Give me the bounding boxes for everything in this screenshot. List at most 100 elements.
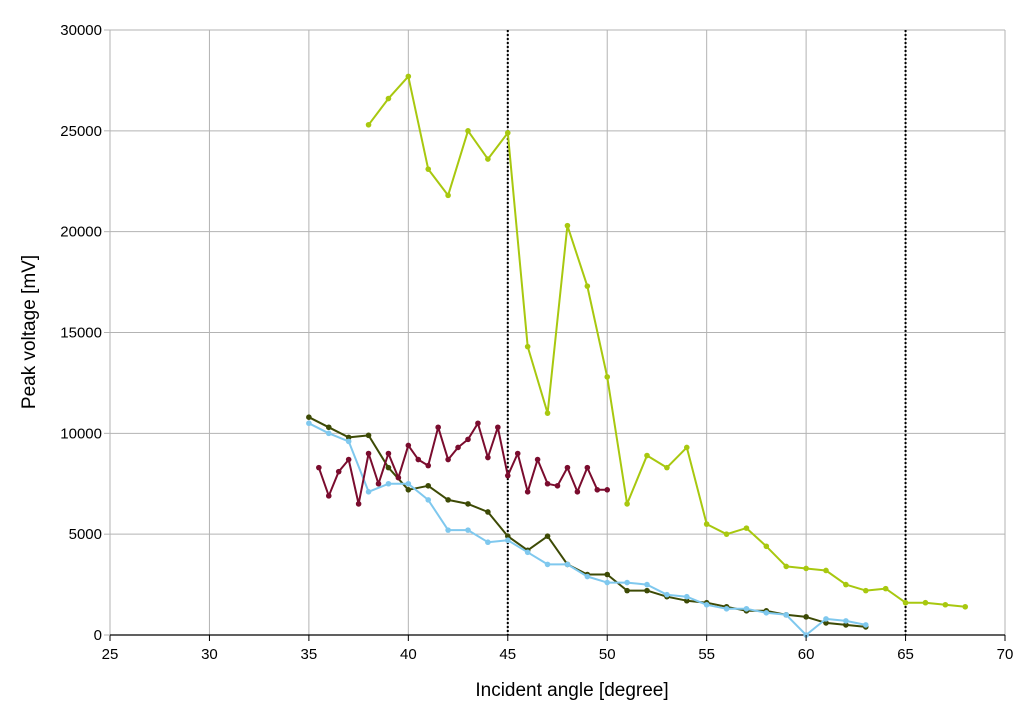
y-axis-ticks: 0 5000 10000 15000 20000 25000 30000 (60, 22, 110, 644)
data-point (405, 442, 412, 449)
data-point (485, 509, 491, 515)
y-axis-title: Peak voltage [mV] (19, 255, 40, 409)
x-axis-title: Incident angle [degree] (475, 680, 668, 701)
y-tick-label: 30000 (60, 22, 102, 39)
data-point (564, 561, 571, 568)
data-point (664, 464, 670, 471)
data-point (435, 424, 441, 431)
data-point (455, 444, 461, 451)
data-point (415, 456, 422, 463)
data-point (405, 480, 412, 487)
x-tick-label: 65 (897, 646, 914, 663)
x-tick-label: 50 (599, 646, 616, 663)
data-point (405, 73, 412, 80)
data-point (495, 424, 501, 431)
x-tick-label: 35 (301, 646, 318, 663)
data-point (306, 414, 312, 421)
data-point (664, 591, 670, 598)
data-point (683, 444, 690, 451)
x-tick-label: 30 (201, 646, 218, 663)
data-point (325, 493, 332, 499)
data-point (544, 410, 551, 416)
data-point (584, 283, 591, 289)
horizontal-gridlines (110, 29, 1005, 636)
data-point (743, 605, 750, 612)
x-axis-ticks: 25 30 35 40 45 50 55 60 65 70 (102, 635, 1014, 663)
data-point (862, 587, 869, 594)
data-point (823, 620, 829, 626)
data-point (405, 487, 412, 493)
data-point (335, 468, 342, 475)
data-point (843, 618, 849, 624)
data-point (564, 464, 571, 471)
y-tick-label: 0 (94, 627, 102, 644)
x-tick-label: 45 (499, 646, 516, 663)
data-point (604, 571, 611, 578)
data-point (325, 424, 332, 431)
data-point (544, 561, 551, 568)
data-point (594, 487, 601, 493)
data-point (624, 501, 630, 507)
series-line (367, 75, 966, 608)
data-point (485, 454, 491, 461)
data-point (445, 527, 451, 533)
data-point (355, 501, 362, 507)
data-point (504, 537, 511, 544)
data-point (604, 374, 611, 380)
data-point (445, 497, 451, 503)
data-point (843, 622, 849, 628)
series-1 (365, 73, 969, 610)
data-point (624, 587, 630, 594)
data-point (783, 612, 790, 618)
x-tick-label: 40 (400, 646, 417, 663)
data-point (485, 156, 491, 162)
data-point (425, 497, 432, 503)
data-point (823, 616, 829, 622)
data-point (316, 464, 322, 471)
data-point (395, 474, 402, 481)
data-point (504, 533, 511, 539)
data-point (862, 622, 869, 628)
data-point (524, 489, 531, 495)
data-point (534, 456, 541, 463)
data-point (564, 222, 571, 229)
data-point (584, 464, 591, 471)
data-point (345, 438, 352, 445)
data-point (743, 525, 750, 531)
data-point (922, 599, 929, 606)
data-point (783, 563, 790, 570)
y-tick-label: 10000 (60, 425, 102, 442)
y-tick-label: 15000 (60, 325, 102, 342)
data-point (306, 420, 312, 427)
data-point (485, 539, 491, 546)
data-point (763, 610, 770, 616)
data-point (544, 480, 551, 487)
data-point (385, 480, 392, 487)
data-point (723, 531, 730, 537)
data-point (703, 521, 710, 527)
y-tick-label: 5000 (69, 526, 102, 543)
data-point (604, 487, 611, 493)
data-point (504, 130, 511, 136)
data-point (425, 482, 432, 489)
data-point (385, 450, 392, 457)
data-point (624, 579, 630, 586)
data-point (843, 581, 849, 588)
data-point (385, 464, 392, 471)
data-point (763, 543, 770, 550)
data-point (445, 456, 451, 463)
data-point (365, 489, 372, 495)
data-point (524, 343, 531, 350)
data-point (574, 489, 581, 495)
data-point (554, 482, 561, 489)
data-point (425, 462, 432, 469)
data-point (942, 601, 949, 608)
data-point (465, 128, 471, 134)
x-tick-label: 70 (997, 646, 1014, 663)
data-point (465, 527, 471, 533)
data-point (514, 450, 521, 457)
series-line (308, 416, 866, 628)
data-point (803, 614, 809, 620)
data-point (604, 579, 611, 586)
